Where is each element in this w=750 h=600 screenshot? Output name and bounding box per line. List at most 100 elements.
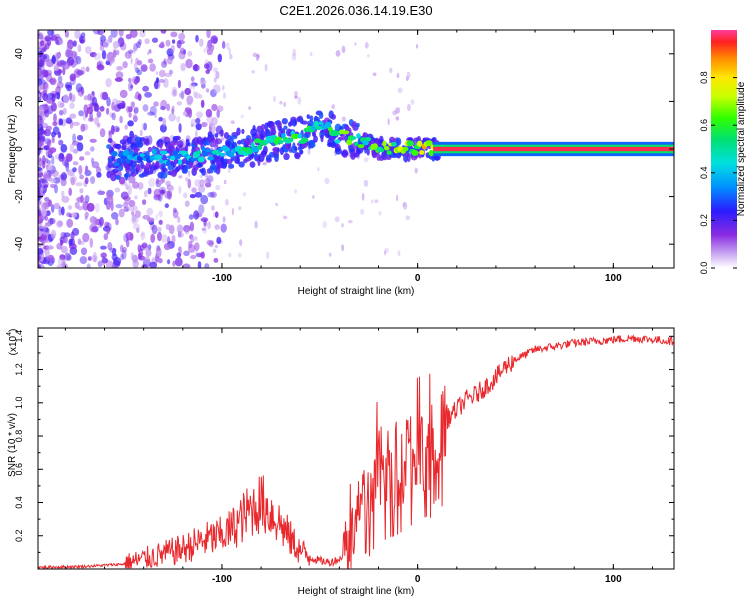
spectrogram-noise-blob xyxy=(116,49,120,56)
spectrogram-noise-blob xyxy=(44,35,51,42)
spectrogram-noise-blob xyxy=(45,158,49,164)
spectrogram-noise-blob xyxy=(228,252,232,258)
spectrogram-noise-blob xyxy=(402,202,406,208)
spectrogram-noise-blob xyxy=(44,215,49,222)
spectrogram-noise-blob xyxy=(193,63,199,70)
spectrogram-ridge-core xyxy=(297,133,302,139)
spectrogram-noise-blob xyxy=(45,210,51,217)
spectrogram-ridge-halo xyxy=(252,125,256,131)
spectrogram-noise-blob xyxy=(199,94,203,99)
spectrogram-noise-blob xyxy=(180,90,185,100)
spectrogram-noise-blob xyxy=(396,72,400,79)
spectrogram-noise-blob xyxy=(80,247,88,256)
spectrogram-noise-blob xyxy=(70,177,76,186)
spectrogram-noise-blob xyxy=(44,197,50,202)
spectrogram-noise-blob xyxy=(45,143,51,151)
spectrogram-noise-blob xyxy=(97,260,103,268)
spectrogram-noise-blob xyxy=(69,73,77,82)
spectrogram-noise-blob xyxy=(158,69,166,78)
spectrogram-noise-blob xyxy=(158,186,167,194)
spectrogram-noise-blob xyxy=(60,178,67,187)
spectrogram-noise-blob xyxy=(89,138,97,143)
spectrogram-noise-blob xyxy=(364,42,369,49)
spectrogram-noise-blob xyxy=(144,91,153,98)
spectrogram-noise-blob xyxy=(163,58,167,65)
spectrogram-ridge-core xyxy=(275,136,282,141)
spectrogram-noise-blob xyxy=(142,104,149,112)
spectrogram-noise-blob xyxy=(84,211,89,218)
spectrogram-noise-blob xyxy=(147,111,155,116)
spectrogram-noise-blob xyxy=(58,109,64,116)
spectrogram-noise-blob xyxy=(148,49,152,54)
spectrogram-noise-blob xyxy=(71,212,78,218)
spectrogram-noise-blob xyxy=(79,174,84,180)
spectrogram-noise-blob xyxy=(211,103,218,112)
spectrogram-noise-blob xyxy=(136,69,143,76)
spectrogram-noise-blob xyxy=(211,117,218,126)
spectrogram-noise-blob xyxy=(191,236,194,241)
spectrogram-noise-blob xyxy=(60,173,64,181)
spectrogram-noise-blob xyxy=(192,83,195,90)
spectrogram-noise-blob xyxy=(122,246,127,253)
spectrogram-noise-blob xyxy=(75,182,83,187)
snr-panel: -100 0 100 0.2 0.4 0.6 0.8 1.0 1.2 1.4 Height of … xyxy=(6,327,675,597)
spectrogram-noise-blob xyxy=(64,159,70,168)
spectrogram-noise-blob xyxy=(207,221,211,230)
spectrogram-panel: -100 0 100 -40 -20 0 20 40 Height of straight l… xyxy=(7,29,675,297)
spectrogram-ridge-halo xyxy=(395,137,402,146)
spectrogram-noise-blob xyxy=(153,80,161,90)
spectrogram-noise-blob xyxy=(127,77,132,83)
spectrogram-noise-blob xyxy=(176,252,182,259)
spectrogram-noise-blob xyxy=(125,105,131,114)
spectrogram-noise-blob xyxy=(138,39,142,45)
spectrogram-noise-blob xyxy=(123,233,129,243)
spectrogram-ridge-halo xyxy=(130,160,137,168)
spectrogram-noise-blob xyxy=(226,42,230,50)
spectrogram-noise-blob xyxy=(213,257,219,263)
spectrogram-noise-blob xyxy=(334,216,340,223)
spectrogram-noise-blob xyxy=(39,58,45,67)
snr-scale-base: (x10 xyxy=(8,335,19,355)
spectrogram-noise-blob xyxy=(43,44,48,53)
spectrogram-noise-blob xyxy=(109,247,117,253)
spectrogram-noise-blob xyxy=(78,165,83,175)
spectrogram-noise-blob xyxy=(193,236,198,241)
spectrogram-ridge-core xyxy=(406,140,414,147)
spectrogram-noise-blob xyxy=(213,77,217,83)
spectrogram-noise-blob xyxy=(179,47,185,55)
spectrogram-noise-blob xyxy=(56,61,62,67)
spectrogram-noise-blob xyxy=(363,179,369,187)
spectrogram-noise-blob xyxy=(38,30,41,37)
spectrogram-ridge-halo xyxy=(110,172,117,182)
spectrogram-noise-blob xyxy=(229,54,233,60)
spectrogram-noise-blob xyxy=(118,176,126,185)
spectrogram-ridge-core xyxy=(416,140,423,147)
spectrogram-noise-blob xyxy=(157,226,162,233)
spectrogram-noise-blob xyxy=(76,142,84,152)
spectrogram-noise-blob xyxy=(82,232,90,243)
spectrogram-noise-blob xyxy=(162,117,166,127)
spectrogram-noise-blob xyxy=(44,248,50,258)
spectrogram-y-tick-label: 20 xyxy=(14,95,25,107)
spectrogram-ridge-halo xyxy=(136,163,141,171)
spectrogram-noise-blob xyxy=(212,37,218,45)
spectrogram-noise-blob xyxy=(113,257,122,266)
spectrogram-noise-blob xyxy=(132,113,138,121)
snr-y-label: SNR (10 * v/v) xyxy=(7,413,18,477)
spectrogram-noise-blob xyxy=(222,40,225,48)
spectrogram-noise-blob xyxy=(92,30,101,35)
colorbar-tick-label: 0.4 xyxy=(699,167,709,180)
spectrogram-noise-blob xyxy=(190,76,195,82)
spectrogram-noise-blob xyxy=(252,52,258,58)
spectrogram-noise-blob xyxy=(407,103,411,112)
spectrogram-noise-blob xyxy=(59,254,66,261)
spectrogram-ridge-core xyxy=(111,150,118,157)
spectrogram-noise-blob xyxy=(58,118,64,126)
spectrogram-ridge-halo xyxy=(118,164,124,172)
spectrogram-noise-blob xyxy=(185,107,192,115)
spectrogram-noise-blob xyxy=(187,178,192,189)
spectrogram-y-tick-label: -20 xyxy=(14,189,25,204)
spectrogram-noise-blob xyxy=(38,57,46,68)
spectrogram-noise-blob xyxy=(125,231,134,241)
spectrogram-noise-blob xyxy=(73,148,79,154)
